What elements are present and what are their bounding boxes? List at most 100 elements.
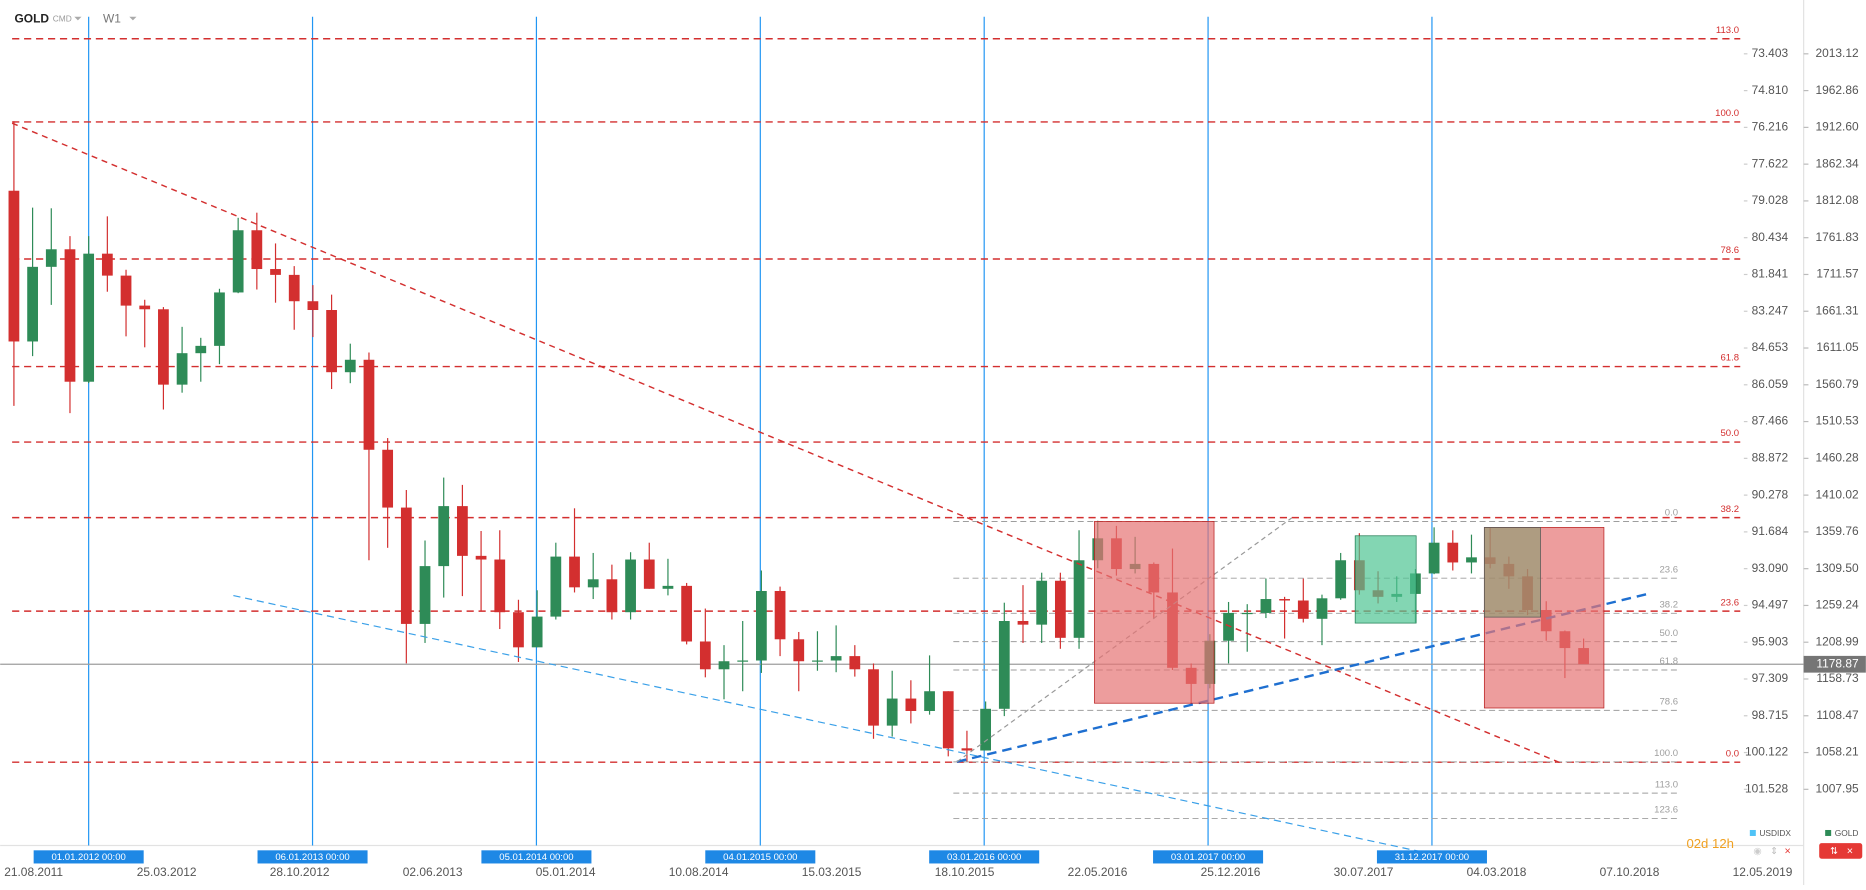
eye-icon[interactable]: ◉ (1753, 846, 1762, 857)
period-label: 04.01.2015 00:00 (723, 852, 797, 863)
candle-body (1036, 580, 1048, 625)
candle-body (774, 590, 786, 640)
dropdown-icon[interactable] (74, 16, 82, 21)
candle-body (419, 566, 431, 624)
y-tick-label: 1661.31 (1816, 303, 1860, 317)
symbol-controls[interactable] (1819, 843, 1863, 859)
y2-tick-label: 91.684 (1752, 524, 1789, 538)
symbol[interactable]: GOLD (15, 11, 50, 25)
period-label: 01.01.2012 00:00 (51, 852, 125, 863)
y-tick-label: 1259.24 (1816, 598, 1860, 612)
candle-body (868, 669, 879, 726)
fib-label: 0.0 (1726, 748, 1739, 759)
y2-tick-label: 95.903 (1752, 634, 1789, 648)
candle-body (176, 353, 188, 385)
candle-body (494, 559, 506, 613)
x-tick-label: 21.08.2011 (4, 865, 63, 879)
candle-body (232, 230, 244, 293)
candle-body (606, 579, 618, 613)
y-tick-label: 1812.08 (1816, 193, 1860, 207)
x-tick-label: 02.06.2013 (403, 865, 463, 879)
candle-body (382, 449, 394, 508)
y2-tick-label: 87.466 (1752, 414, 1789, 428)
legend-swatch (1749, 829, 1756, 836)
compare-symbol[interactable]: USDIDX (1759, 828, 1791, 838)
fib-label: 123.6 (1654, 805, 1678, 816)
candle-body (1054, 580, 1066, 638)
y-tick-label: 1158.73 (1816, 671, 1859, 685)
candle-body (1223, 612, 1234, 641)
fib-label: 0.0 (1665, 508, 1678, 519)
period-label-box (929, 850, 1040, 864)
close-icon[interactable]: × (1847, 845, 1853, 857)
dropdown-icon[interactable] (129, 16, 137, 21)
y-tick-label: 1912.60 (1816, 120, 1860, 134)
period-label: 03.01.2017 00:00 (1171, 852, 1245, 863)
fib-label: 38.2 (1659, 599, 1678, 610)
zone-box[interactable] (1094, 521, 1215, 704)
fib-label: 50.0 (1720, 428, 1739, 439)
candle-body (195, 345, 207, 354)
fib-label: 38.2 (1720, 504, 1739, 515)
candle-body (662, 585, 674, 589)
candle-body (214, 292, 225, 346)
x-tick-label: 15.03.2015 (802, 865, 862, 879)
candle-body (849, 656, 861, 670)
current-price-box (1803, 655, 1866, 673)
drawings (11, 122, 1651, 860)
y2-tick-label: 77.622 (1752, 156, 1789, 170)
period-label-box (1376, 850, 1487, 864)
zone-box[interactable] (1483, 527, 1541, 618)
candle-body (737, 660, 749, 662)
market: CMD (53, 13, 72, 23)
candle-body (475, 555, 487, 560)
candle-body (643, 559, 655, 589)
y-tick-label: 1309.50 (1816, 561, 1860, 575)
fib-label: 78.6 (1659, 697, 1678, 708)
candle-body (1466, 557, 1477, 563)
candle-body (326, 310, 337, 373)
countdown: 02d 12h (1686, 836, 1734, 851)
settings-icon[interactable]: ⇅ (1830, 846, 1838, 857)
legend-swatch (1825, 829, 1832, 836)
period-label-box (257, 850, 368, 864)
candle-body (344, 359, 356, 373)
candle-body (905, 698, 917, 711)
y2-tick-label: 98.715 (1752, 708, 1789, 722)
x-tick-label: 22.05.2016 (1068, 865, 1128, 879)
move-icon[interactable]: ⇕ (1770, 846, 1778, 857)
candle-body (1316, 598, 1328, 619)
y2-tick-label: 86.059 (1752, 377, 1789, 391)
y2-tick-label: 81.841 (1752, 267, 1789, 281)
x-tick-label: 04.03.2018 (1467, 865, 1527, 879)
interval[interactable]: W1 (103, 11, 121, 25)
main-symbol[interactable]: GOLD (1835, 828, 1859, 838)
period-label: 05.01.2014 00:00 (499, 852, 573, 863)
candle-body (830, 656, 842, 661)
candle-body (550, 556, 562, 617)
candle-body (27, 266, 38, 342)
candle-body (45, 249, 57, 267)
close-icon[interactable]: × (1785, 845, 1791, 857)
y-tick-label: 2013.12 (1816, 46, 1860, 60)
candle-body (924, 691, 935, 711)
y2-tick-label: 88.872 (1752, 451, 1789, 465)
candle-body (961, 748, 973, 751)
candle-body (718, 661, 730, 670)
candle-body (1241, 612, 1253, 615)
candle-body (980, 708, 992, 751)
candle-body (101, 253, 113, 276)
trendline[interactable] (233, 594, 1454, 860)
candle-body (1428, 542, 1440, 574)
x-tick-label: 28.10.2012 (270, 865, 330, 879)
candle-body (1447, 542, 1459, 563)
y2-tick-label: 76.216 (1752, 120, 1789, 134)
x-tick-label: 10.08.2014 (669, 865, 729, 879)
y-tick-label: 1359.76 (1816, 524, 1860, 538)
zone-box[interactable] (1354, 535, 1417, 624)
fib-baseline[interactable] (956, 517, 1293, 763)
candle-body (158, 309, 169, 385)
y-tick-label: 1862.34 (1816, 156, 1860, 170)
y-tick-label: 1007.95 (1816, 781, 1860, 795)
